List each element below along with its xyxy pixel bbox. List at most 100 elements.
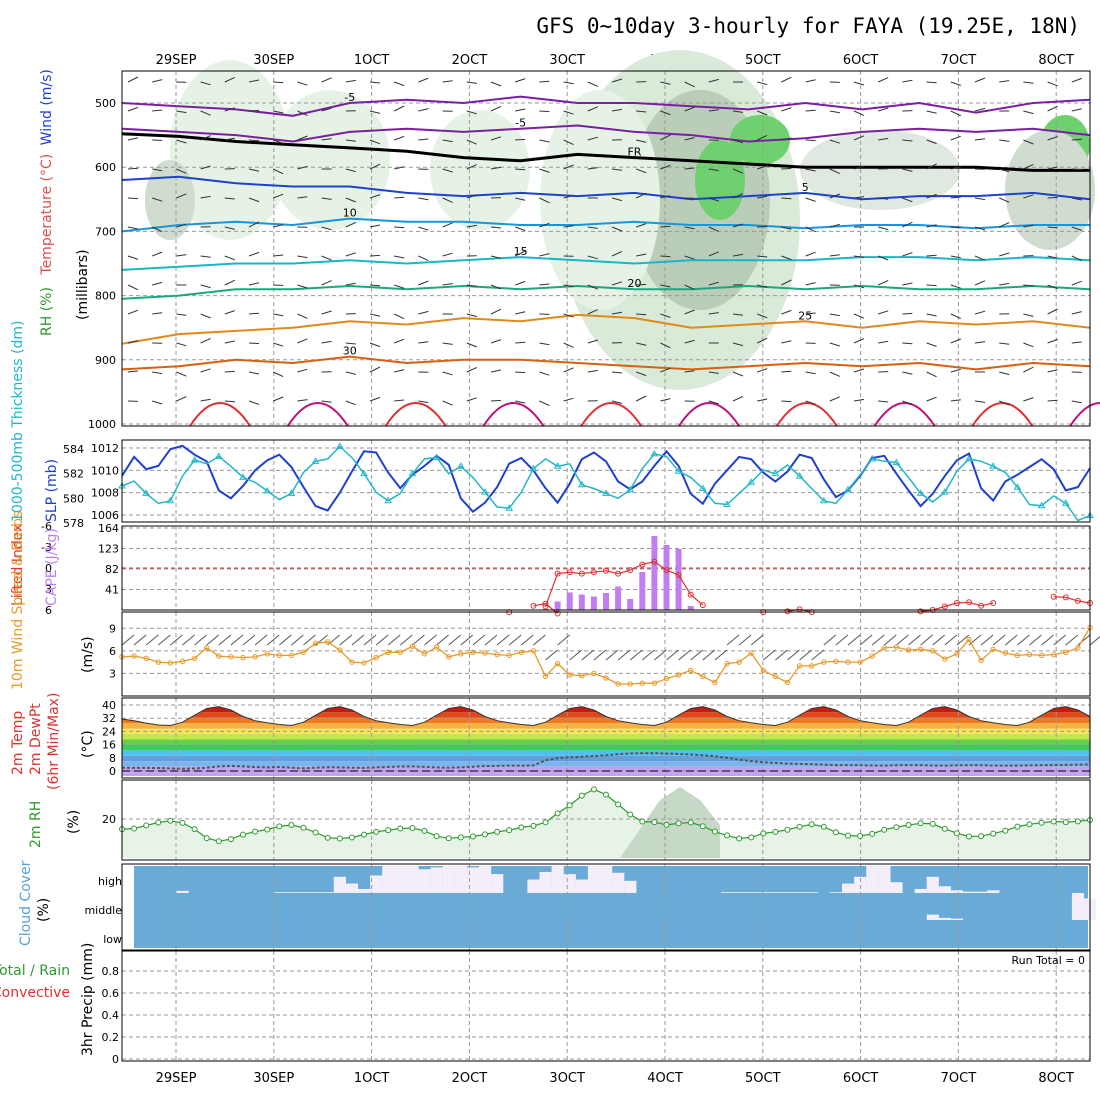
cloud-gap — [950, 918, 964, 920]
rh-marker — [143, 822, 150, 829]
li-marker — [675, 572, 682, 578]
wind10m-barb — [460, 634, 474, 646]
wind-barb — [321, 77, 332, 83]
cloud-grid — [175, 864, 1057, 950]
wind-barb — [515, 108, 526, 112]
temp-contour — [121, 284, 1091, 300]
heat-contour — [1069, 402, 1100, 427]
wind-barb — [805, 371, 816, 375]
heat-contour — [384, 402, 447, 427]
wind10m-barb — [1041, 634, 1054, 646]
wind-barb — [321, 138, 332, 141]
wind-barb — [853, 165, 865, 170]
wind10m-barb — [617, 649, 631, 661]
wind-speed-marker — [772, 673, 779, 680]
wind-barb — [732, 193, 744, 199]
wind-barb — [1047, 196, 1058, 199]
rh-shading — [145, 50, 1095, 390]
wind10m-barb — [641, 649, 655, 661]
wind-barb — [757, 313, 768, 319]
wind-barb — [490, 105, 502, 112]
wind-barb — [297, 338, 308, 344]
rh-blob — [270, 90, 390, 230]
wind-barb — [418, 310, 429, 315]
svg-text:RH (%) Temperature (°C): RH (%) Temperature (°C) Wind (m/s) — [39, 69, 55, 336]
wind-barb — [926, 371, 937, 378]
date-label-bottom: 6OCT — [843, 1071, 879, 1086]
chart-title: GFS 0~10day 3-hourly for FAYA (19.25E, 1… — [536, 14, 1080, 38]
wind-barb — [974, 341, 986, 344]
wind-barb — [345, 342, 356, 345]
wind-barb — [853, 398, 865, 402]
date-label-top: 2OCT — [452, 53, 488, 68]
wind-speed-marker — [1063, 649, 1069, 656]
wind-barb — [757, 398, 768, 402]
wind-barb — [902, 312, 913, 315]
cape-bar — [578, 594, 585, 610]
thickness-marker — [287, 489, 296, 496]
li-marker — [663, 567, 670, 574]
cloud-gap — [914, 888, 927, 893]
wind-barb — [902, 139, 913, 142]
cape-bar — [651, 536, 658, 610]
rh-marker — [373, 828, 380, 835]
wind10m-barb — [291, 634, 304, 646]
wind-barb — [563, 110, 574, 115]
wind-barb — [950, 284, 961, 289]
ylabel-wind-unit: (m/s) — [80, 636, 96, 673]
rh-marker — [675, 820, 682, 827]
thickness-marker — [940, 488, 949, 495]
wind-barb — [1071, 108, 1082, 112]
cloud-gap — [600, 866, 613, 893]
wind-barb — [999, 139, 1010, 142]
wind-barb — [1071, 280, 1082, 286]
thickness-marker — [553, 462, 562, 469]
pressure-tick: 700 — [95, 225, 116, 238]
thickness-marker — [142, 489, 151, 496]
wind-speed-marker — [240, 654, 246, 661]
wind-speed-marker — [143, 655, 149, 662]
wind-barb — [394, 81, 405, 87]
wind-barb — [660, 255, 671, 258]
wind-barb — [345, 197, 356, 203]
wind-barb — [732, 110, 744, 113]
cape-bar — [554, 601, 561, 610]
wind-speed-marker — [688, 667, 694, 674]
wind-barb — [684, 255, 695, 260]
wind10m-barb — [339, 634, 353, 646]
wind-speed-marker — [518, 649, 524, 656]
wind-barb — [684, 309, 695, 315]
rh-line — [119, 786, 1093, 845]
wind10m-barb — [121, 634, 135, 646]
cloud-gap — [938, 886, 951, 893]
thickness-marker — [408, 469, 417, 477]
run-total: Run Total = 0 — [1012, 954, 1086, 967]
rh-marker — [312, 829, 319, 836]
wind-barb — [902, 282, 913, 286]
wind-barb — [732, 371, 744, 377]
wind-barb — [539, 139, 550, 143]
temp-contour — [121, 124, 1091, 143]
wind-speed-marker — [276, 652, 282, 659]
wind-barb — [611, 250, 623, 257]
wind-barb — [781, 309, 792, 315]
wind-barb — [563, 164, 574, 170]
wind-barb — [321, 255, 332, 261]
rh-marker — [433, 833, 440, 840]
wind-barb — [708, 400, 719, 405]
ylabel-rh: RH (%) — [39, 287, 55, 336]
cloud-gap — [321, 892, 334, 893]
wind-speed-marker — [264, 651, 270, 657]
li-line — [544, 561, 704, 607]
wind-barb — [636, 110, 647, 113]
wind10m-barb — [920, 634, 933, 646]
cape-axis: 41 82 123 164 -6 -3 0 3 6 — [41, 520, 119, 617]
wind-barb — [757, 110, 768, 116]
wind-barb — [1023, 397, 1034, 402]
wind10m-barb — [448, 634, 462, 646]
wind10m-barb — [859, 634, 873, 646]
wind-barb — [853, 110, 865, 116]
wind-speed-marker — [385, 649, 391, 656]
wind-speed-marker — [1051, 651, 1057, 658]
